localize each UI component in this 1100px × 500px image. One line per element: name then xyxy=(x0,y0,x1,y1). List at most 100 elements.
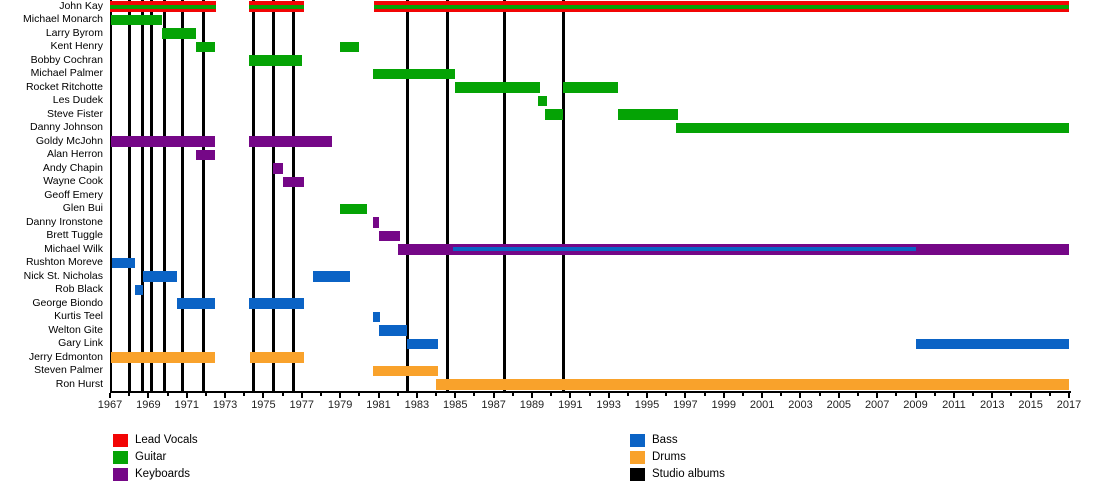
studio-album-line xyxy=(272,0,276,391)
studio-album-line xyxy=(405,0,409,391)
member-name: Geoff Emery xyxy=(44,188,103,201)
x-tick-label: 2009 xyxy=(903,399,928,411)
minor-tick xyxy=(741,393,744,396)
tenure-bar-bass xyxy=(142,271,178,282)
studio-album-line xyxy=(202,0,206,391)
major-tick xyxy=(991,393,994,398)
legend-item-drums: Drums xyxy=(630,451,830,465)
legend-label: Studio albums xyxy=(652,468,725,480)
x-tick-label: 1971 xyxy=(174,399,199,411)
x-tick-label: 2001 xyxy=(749,399,775,411)
major-tick xyxy=(914,393,917,398)
tenure-bar-bass xyxy=(134,284,143,296)
minor-tick xyxy=(550,393,553,396)
plot-area: John Kay Michael Monarch Larry Byrom Kent H… xyxy=(23,0,1071,393)
tenure-bar-keyboards xyxy=(110,136,216,147)
tenure-bar-guitar xyxy=(455,82,540,93)
tenure-bar-bass xyxy=(111,257,135,269)
minor-tick xyxy=(1048,393,1051,396)
x-tick-label: 1983 xyxy=(404,399,430,411)
tenure-bar-drums xyxy=(250,352,304,363)
tenure-bar-guitar xyxy=(196,41,216,53)
legend-label: Lead Vocals xyxy=(135,434,198,446)
major-tick xyxy=(377,393,380,398)
tenure-bar-keyboards xyxy=(372,217,380,228)
studio-album-line xyxy=(291,0,295,391)
major-tick xyxy=(646,393,649,398)
member-name: Michael Wilk xyxy=(44,242,103,255)
tenure-bar-keyboards xyxy=(282,176,304,188)
member-name: Larry Byrom xyxy=(45,26,103,39)
major-tick xyxy=(224,393,227,398)
minor-tick xyxy=(396,393,399,396)
tenure-stripe-guitar xyxy=(249,4,304,9)
studio-album-line xyxy=(163,0,167,391)
legend-item-vocals: Lead Vocals xyxy=(113,434,313,448)
minor-tick xyxy=(933,393,936,396)
studio-album-line xyxy=(141,0,145,391)
major-tick xyxy=(109,393,111,398)
major-tick xyxy=(607,393,610,398)
tenure-bar-keyboards xyxy=(249,136,333,147)
major-tick xyxy=(761,393,764,398)
member-name: Nick St. Nicholas xyxy=(23,269,103,282)
tenure-bar-bass xyxy=(915,338,1069,350)
tenure-bar-keyboards xyxy=(397,244,454,255)
member-name: Michael Monarch xyxy=(23,13,103,26)
x-tick-label: 2005 xyxy=(826,399,852,411)
legend-label: Drums xyxy=(652,451,686,463)
major-tick xyxy=(1068,393,1070,398)
minor-tick xyxy=(204,393,207,396)
tenure-bar-guitar xyxy=(340,203,367,215)
tenure-bar-vocals xyxy=(110,1,217,12)
tenure-bar-bass xyxy=(177,298,216,309)
tenure-bar-guitar xyxy=(372,68,456,80)
tenure-bar-guitar xyxy=(249,55,302,66)
minor-tick xyxy=(511,393,514,396)
tenure-bar-guitar xyxy=(545,109,563,120)
x-tick-label: 2003 xyxy=(788,399,813,411)
member-name: Danny Ironstone xyxy=(25,215,103,228)
tenure-bar-guitar xyxy=(618,109,678,120)
tenure-bar-guitar xyxy=(110,14,162,26)
tenure-bar-bass xyxy=(407,338,438,350)
member-name: Rushton Moreve xyxy=(25,256,103,269)
major-tick xyxy=(569,393,572,398)
minor-tick xyxy=(243,393,246,396)
major-tick xyxy=(1029,393,1032,398)
major-tick xyxy=(454,393,457,398)
major-tick xyxy=(530,393,533,398)
tenure-bar-keyboards xyxy=(196,149,216,161)
legend-swatch-guitar xyxy=(113,451,128,464)
major-tick xyxy=(339,393,342,398)
x-tick-label: 1967 xyxy=(97,399,123,411)
minor-tick xyxy=(128,393,131,396)
tenure-bar-guitar xyxy=(675,122,1069,134)
minor-tick xyxy=(588,393,591,396)
minor-tick xyxy=(703,393,706,396)
member-name: Kurtis Teel xyxy=(54,310,103,323)
member-name: Wayne Cook xyxy=(43,175,103,188)
tenure-bar-keyboards xyxy=(915,244,1069,255)
major-tick xyxy=(300,393,303,398)
member-name: Rocket Ritchotte xyxy=(25,80,103,93)
major-tick xyxy=(952,393,955,398)
x-tick-label: 2015 xyxy=(1018,399,1043,411)
major-tick xyxy=(684,393,687,398)
tenure-bar-drums xyxy=(436,379,1069,390)
member-name: Danny Johnson xyxy=(30,121,103,134)
studio-album-line xyxy=(149,0,153,391)
member-name: Alan Herron xyxy=(46,148,103,161)
legend-item-bass: Bass xyxy=(630,434,830,448)
x-tick-label: 2011 xyxy=(942,399,966,411)
member-name: George Biondo xyxy=(32,296,103,309)
x-tick-label: 1999 xyxy=(711,399,736,411)
tenure-bar-keyboards xyxy=(378,230,400,242)
y-axis-line xyxy=(110,0,112,391)
minor-tick xyxy=(972,393,975,396)
member-name: Glen Bui xyxy=(62,202,103,215)
tenure-bar-guitar xyxy=(340,41,360,53)
legend-label: Guitar xyxy=(135,451,167,463)
x-tick-label: 2017 xyxy=(1056,399,1082,411)
legend-label: Keyboards xyxy=(135,468,190,480)
